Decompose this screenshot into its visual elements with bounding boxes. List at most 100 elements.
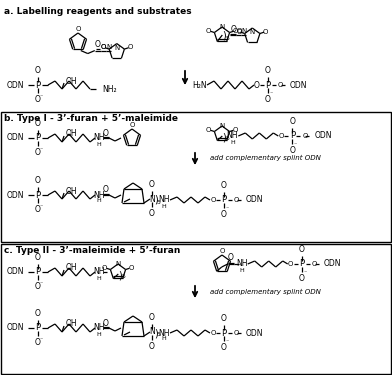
Bar: [1, 112, 391, 242]
Text: P: P: [290, 132, 295, 141]
Text: O: O: [103, 129, 109, 138]
Text: O: O: [149, 313, 155, 322]
Text: OH: OH: [66, 264, 78, 273]
Text: ODN: ODN: [324, 260, 341, 268]
Text: P: P: [35, 81, 40, 90]
Text: O: O: [263, 28, 268, 34]
Text: add complementary splint ODN: add complementary splint ODN: [210, 155, 320, 161]
Text: OH: OH: [66, 129, 78, 138]
Text: O: O: [278, 82, 283, 88]
Text: 5: 5: [157, 200, 161, 204]
Text: P: P: [265, 81, 270, 90]
Text: H: H: [230, 140, 235, 144]
Text: H: H: [96, 276, 102, 280]
Text: O: O: [206, 28, 211, 34]
Text: ⁻: ⁻: [225, 207, 229, 213]
Text: O: O: [254, 81, 260, 90]
Text: H: H: [96, 141, 102, 147]
Text: H: H: [162, 204, 166, 209]
Text: N: N: [115, 261, 121, 267]
Text: O: O: [265, 95, 271, 104]
Text: O: O: [312, 261, 317, 267]
Text: ⁻: ⁻: [39, 148, 43, 153]
Bar: [1, 244, 391, 374]
Text: O: O: [35, 66, 41, 75]
Text: O: O: [75, 26, 81, 32]
Text: O: O: [35, 309, 41, 318]
Text: O: O: [206, 127, 211, 133]
Text: O: O: [299, 245, 305, 254]
Text: O: O: [149, 209, 155, 218]
Text: O: O: [289, 117, 295, 126]
Text: O: O: [35, 282, 41, 291]
Text: N: N: [149, 195, 155, 204]
Text: ODN: ODN: [246, 328, 263, 338]
Text: H: H: [96, 332, 102, 336]
Text: O: O: [149, 342, 155, 351]
Text: ⁻: ⁻: [39, 205, 43, 210]
Text: ): ): [222, 31, 226, 41]
Text: O: O: [149, 180, 155, 189]
Text: P: P: [35, 267, 40, 276]
Text: O: O: [102, 265, 107, 271]
Text: NH: NH: [158, 328, 170, 338]
Text: P: P: [299, 260, 304, 268]
Text: ODN: ODN: [290, 81, 307, 90]
Text: O: O: [289, 146, 295, 155]
Text: O: O: [127, 44, 133, 50]
Text: N: N: [220, 123, 225, 129]
Text: O: O: [230, 24, 236, 33]
Text: NH: NH: [93, 190, 105, 200]
Text: O: O: [221, 181, 227, 190]
Text: ): ): [154, 195, 158, 205]
Text: N: N: [149, 327, 155, 336]
Text: NH: NH: [236, 260, 247, 268]
Text: ⁻: ⁻: [39, 282, 43, 287]
Text: O: O: [101, 44, 107, 50]
Text: O: O: [221, 343, 227, 352]
Text: O: O: [103, 318, 109, 327]
Text: ): ): [222, 132, 226, 142]
Text: 5: 5: [225, 36, 229, 40]
Text: O: O: [265, 66, 271, 75]
Text: O: O: [302, 133, 308, 139]
Text: NH: NH: [93, 267, 105, 276]
Text: ODN: ODN: [314, 132, 332, 141]
Text: O: O: [221, 210, 227, 219]
Text: ODN: ODN: [7, 81, 24, 90]
Text: N: N: [250, 29, 255, 35]
Text: O: O: [219, 248, 225, 254]
Text: c. Type II - 3’-maleimide + 5’-furan: c. Type II - 3’-maleimide + 5’-furan: [4, 246, 180, 255]
Text: P: P: [35, 324, 40, 333]
Text: b. Type I - 3’-furan + 5’-maleimide: b. Type I - 3’-furan + 5’-maleimide: [4, 114, 178, 123]
Text: NH: NH: [158, 195, 170, 204]
Text: OH: OH: [66, 76, 78, 86]
Text: O: O: [129, 122, 135, 128]
Text: H₂N: H₂N: [192, 81, 207, 90]
Text: O: O: [234, 197, 240, 203]
Text: ⁻: ⁻: [39, 95, 43, 100]
Text: O: O: [35, 253, 41, 262]
Text: ⁻: ⁻: [269, 93, 272, 98]
Text: O: O: [279, 133, 284, 139]
Text: H: H: [240, 267, 244, 273]
Text: OH: OH: [66, 320, 78, 328]
Text: O: O: [35, 95, 41, 104]
Text: P: P: [35, 190, 40, 200]
Text: O: O: [232, 28, 238, 34]
Text: P: P: [221, 195, 227, 204]
Text: NH: NH: [93, 134, 105, 142]
Text: ODN: ODN: [7, 324, 24, 333]
Text: a. Labelling reagents and substrates: a. Labelling reagents and substrates: [4, 7, 192, 16]
Text: O: O: [299, 274, 305, 283]
Text: N: N: [106, 44, 111, 50]
Text: O: O: [288, 261, 293, 267]
Text: NH: NH: [93, 324, 105, 333]
Text: O: O: [228, 254, 234, 262]
Text: O: O: [95, 40, 101, 49]
Text: O: O: [221, 314, 227, 323]
Text: O: O: [35, 148, 41, 157]
Text: O: O: [103, 186, 109, 195]
Text: O: O: [236, 28, 242, 34]
Text: N: N: [220, 24, 225, 30]
